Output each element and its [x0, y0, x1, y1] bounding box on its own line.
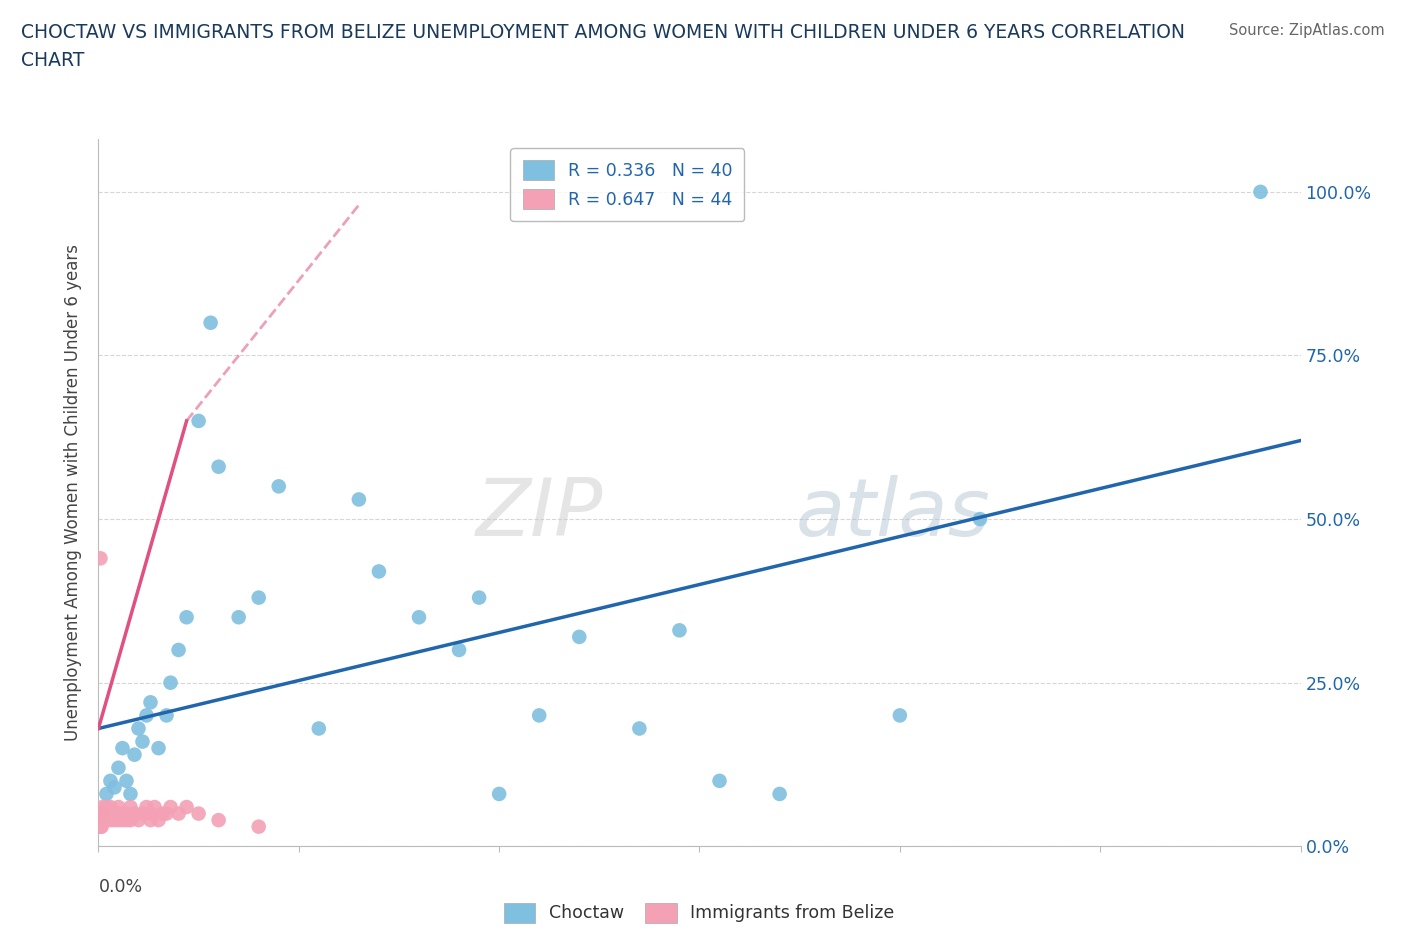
Point [139, 806, 162, 821]
Point [91, 806, 114, 821]
Point [89, 813, 111, 828]
Point [111, 740, 134, 755]
Point [368, 564, 391, 578]
Point [103, 780, 125, 795]
Point [568, 630, 591, 644]
Point [96, 806, 118, 821]
Point [91, 806, 114, 821]
Point [90, 813, 112, 828]
Point [159, 800, 181, 815]
Point [135, 708, 157, 723]
Text: 0.0%: 0.0% [98, 878, 142, 897]
Point [152, 806, 174, 821]
Point [91, 800, 114, 815]
Point [267, 479, 290, 494]
Point [128, 813, 150, 828]
Point [187, 414, 209, 429]
Point [208, 813, 231, 828]
Point [107, 813, 129, 828]
Point [143, 800, 166, 815]
Point [111, 813, 134, 828]
Point [100, 800, 122, 815]
Point [107, 761, 129, 776]
Point [628, 721, 651, 736]
Legend: Choctaw, Immigrants from Belize: Choctaw, Immigrants from Belize [498, 896, 901, 929]
Point [103, 806, 125, 821]
Point [131, 734, 153, 749]
Point [96, 787, 118, 802]
Point [100, 774, 122, 789]
Point [408, 610, 430, 625]
Point [769, 787, 792, 802]
Y-axis label: Unemployment Among Women with Children Under 6 years: Unemployment Among Women with Children U… [65, 245, 83, 741]
Point [89, 806, 111, 821]
Point [91, 813, 114, 828]
Point [107, 806, 129, 821]
Point [135, 800, 157, 815]
Point [187, 806, 209, 821]
Point [308, 721, 330, 736]
Point [89, 819, 111, 834]
Point [96, 800, 118, 815]
Point [91, 806, 114, 821]
Point [167, 806, 190, 821]
Point [447, 643, 470, 658]
Point [128, 721, 150, 736]
Point [488, 787, 510, 802]
Point [668, 623, 690, 638]
Text: CHART: CHART [21, 51, 84, 70]
Point [155, 708, 177, 723]
Point [96, 813, 118, 828]
Point [969, 512, 991, 526]
Point [124, 806, 146, 821]
Point [120, 787, 142, 802]
Point [89, 551, 111, 565]
Point [529, 708, 551, 723]
Point [148, 740, 170, 755]
Point [111, 806, 134, 821]
Point [155, 806, 177, 821]
Point [89, 819, 111, 834]
Point [200, 315, 222, 330]
Text: CHOCTAW VS IMMIGRANTS FROM BELIZE UNEMPLOYMENT AMONG WOMEN WITH CHILDREN UNDER 6: CHOCTAW VS IMMIGRANTS FROM BELIZE UNEMPL… [21, 23, 1185, 42]
Point [468, 591, 491, 605]
Point [107, 800, 129, 815]
Point [115, 806, 138, 821]
Text: atlas: atlas [796, 475, 990, 553]
Point [139, 813, 162, 828]
Point [1250, 184, 1272, 199]
Point [100, 806, 122, 821]
Point [90, 819, 112, 834]
Point [176, 800, 198, 815]
Point [115, 813, 138, 828]
Point [709, 774, 731, 789]
Point [103, 813, 125, 828]
Point [228, 610, 250, 625]
Point [159, 675, 181, 690]
Point [208, 459, 231, 474]
Point [131, 806, 153, 821]
Text: ZIP: ZIP [477, 475, 603, 553]
Point [100, 813, 122, 828]
Point [247, 819, 270, 834]
Point [124, 747, 146, 762]
Text: Source: ZipAtlas.com: Source: ZipAtlas.com [1229, 23, 1385, 38]
Point [120, 800, 142, 815]
Point [90, 806, 112, 821]
Point [347, 492, 370, 507]
Point [115, 774, 138, 789]
Point [167, 643, 190, 658]
Point [176, 610, 198, 625]
Point [247, 591, 270, 605]
Point [120, 813, 142, 828]
Point [889, 708, 911, 723]
Point [148, 813, 170, 828]
Point [139, 695, 162, 710]
